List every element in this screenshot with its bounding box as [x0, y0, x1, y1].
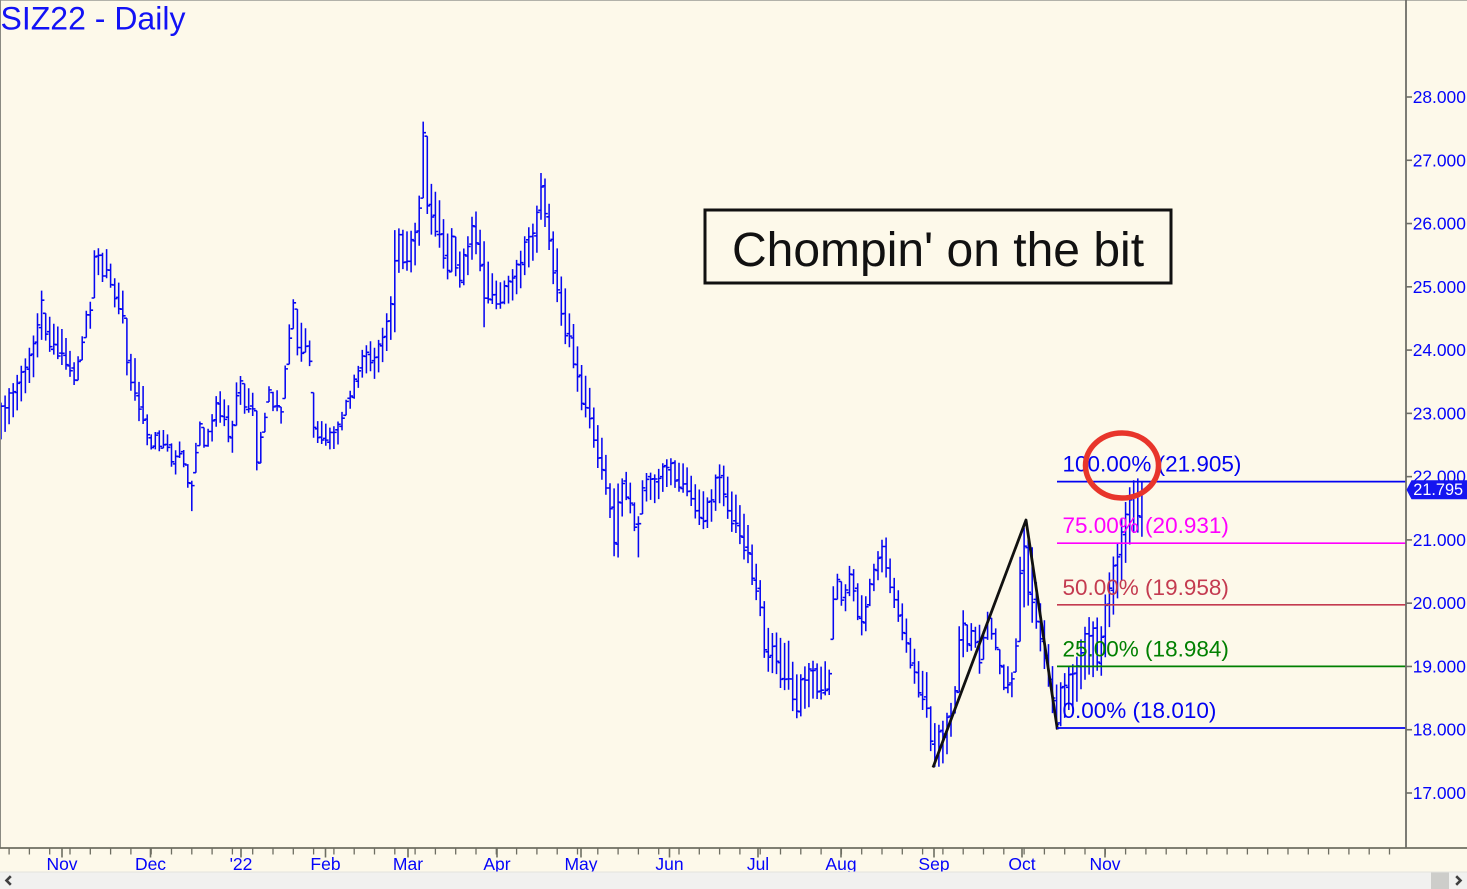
- svg-text:21.795: 21.795: [1413, 481, 1463, 499]
- svg-text:Aug: Aug: [825, 854, 856, 874]
- svg-text:25.000: 25.000: [1413, 277, 1466, 297]
- svg-text:28.000: 28.000: [1413, 87, 1466, 107]
- svg-text:Nov: Nov: [46, 854, 77, 874]
- svg-text:Oct: Oct: [1008, 854, 1035, 874]
- svg-text:Feb: Feb: [310, 854, 340, 874]
- svg-text:Mar: Mar: [393, 854, 423, 874]
- svg-text:Dec: Dec: [135, 854, 166, 874]
- svg-text:26.000: 26.000: [1413, 214, 1466, 234]
- svg-text:Apr: Apr: [483, 854, 510, 874]
- svg-text:Chompin' on the bit: Chompin' on the bit: [732, 224, 1144, 277]
- svg-text:25.00% (18.984): 25.00% (18.984): [1063, 636, 1229, 661]
- svg-text:21.000: 21.000: [1413, 530, 1466, 550]
- svg-text:Sep: Sep: [918, 854, 949, 874]
- svg-text:Jun: Jun: [655, 854, 683, 874]
- svg-text:19.000: 19.000: [1413, 656, 1466, 676]
- svg-text:75.00% (20.931): 75.00% (20.931): [1063, 513, 1229, 538]
- svg-text:Jul: Jul: [747, 854, 769, 874]
- svg-text:17.000: 17.000: [1413, 783, 1466, 803]
- svg-text:Nov: Nov: [1089, 854, 1120, 874]
- svg-text:27.000: 27.000: [1413, 150, 1466, 170]
- svg-text:'22: '22: [230, 854, 253, 874]
- svg-text:50.00% (19.958): 50.00% (19.958): [1063, 575, 1229, 600]
- svg-text:23.000: 23.000: [1413, 403, 1466, 423]
- svg-text:18.000: 18.000: [1413, 720, 1466, 740]
- svg-text:SIZ22 - Daily: SIZ22 - Daily: [1, 1, 186, 37]
- svg-text:100.00% (21.905): 100.00% (21.905): [1063, 452, 1242, 477]
- svg-text:May: May: [564, 854, 597, 874]
- svg-text:0.00% (18.010): 0.00% (18.010): [1063, 698, 1217, 723]
- svg-text:24.000: 24.000: [1413, 340, 1466, 360]
- svg-text:20.000: 20.000: [1413, 593, 1466, 613]
